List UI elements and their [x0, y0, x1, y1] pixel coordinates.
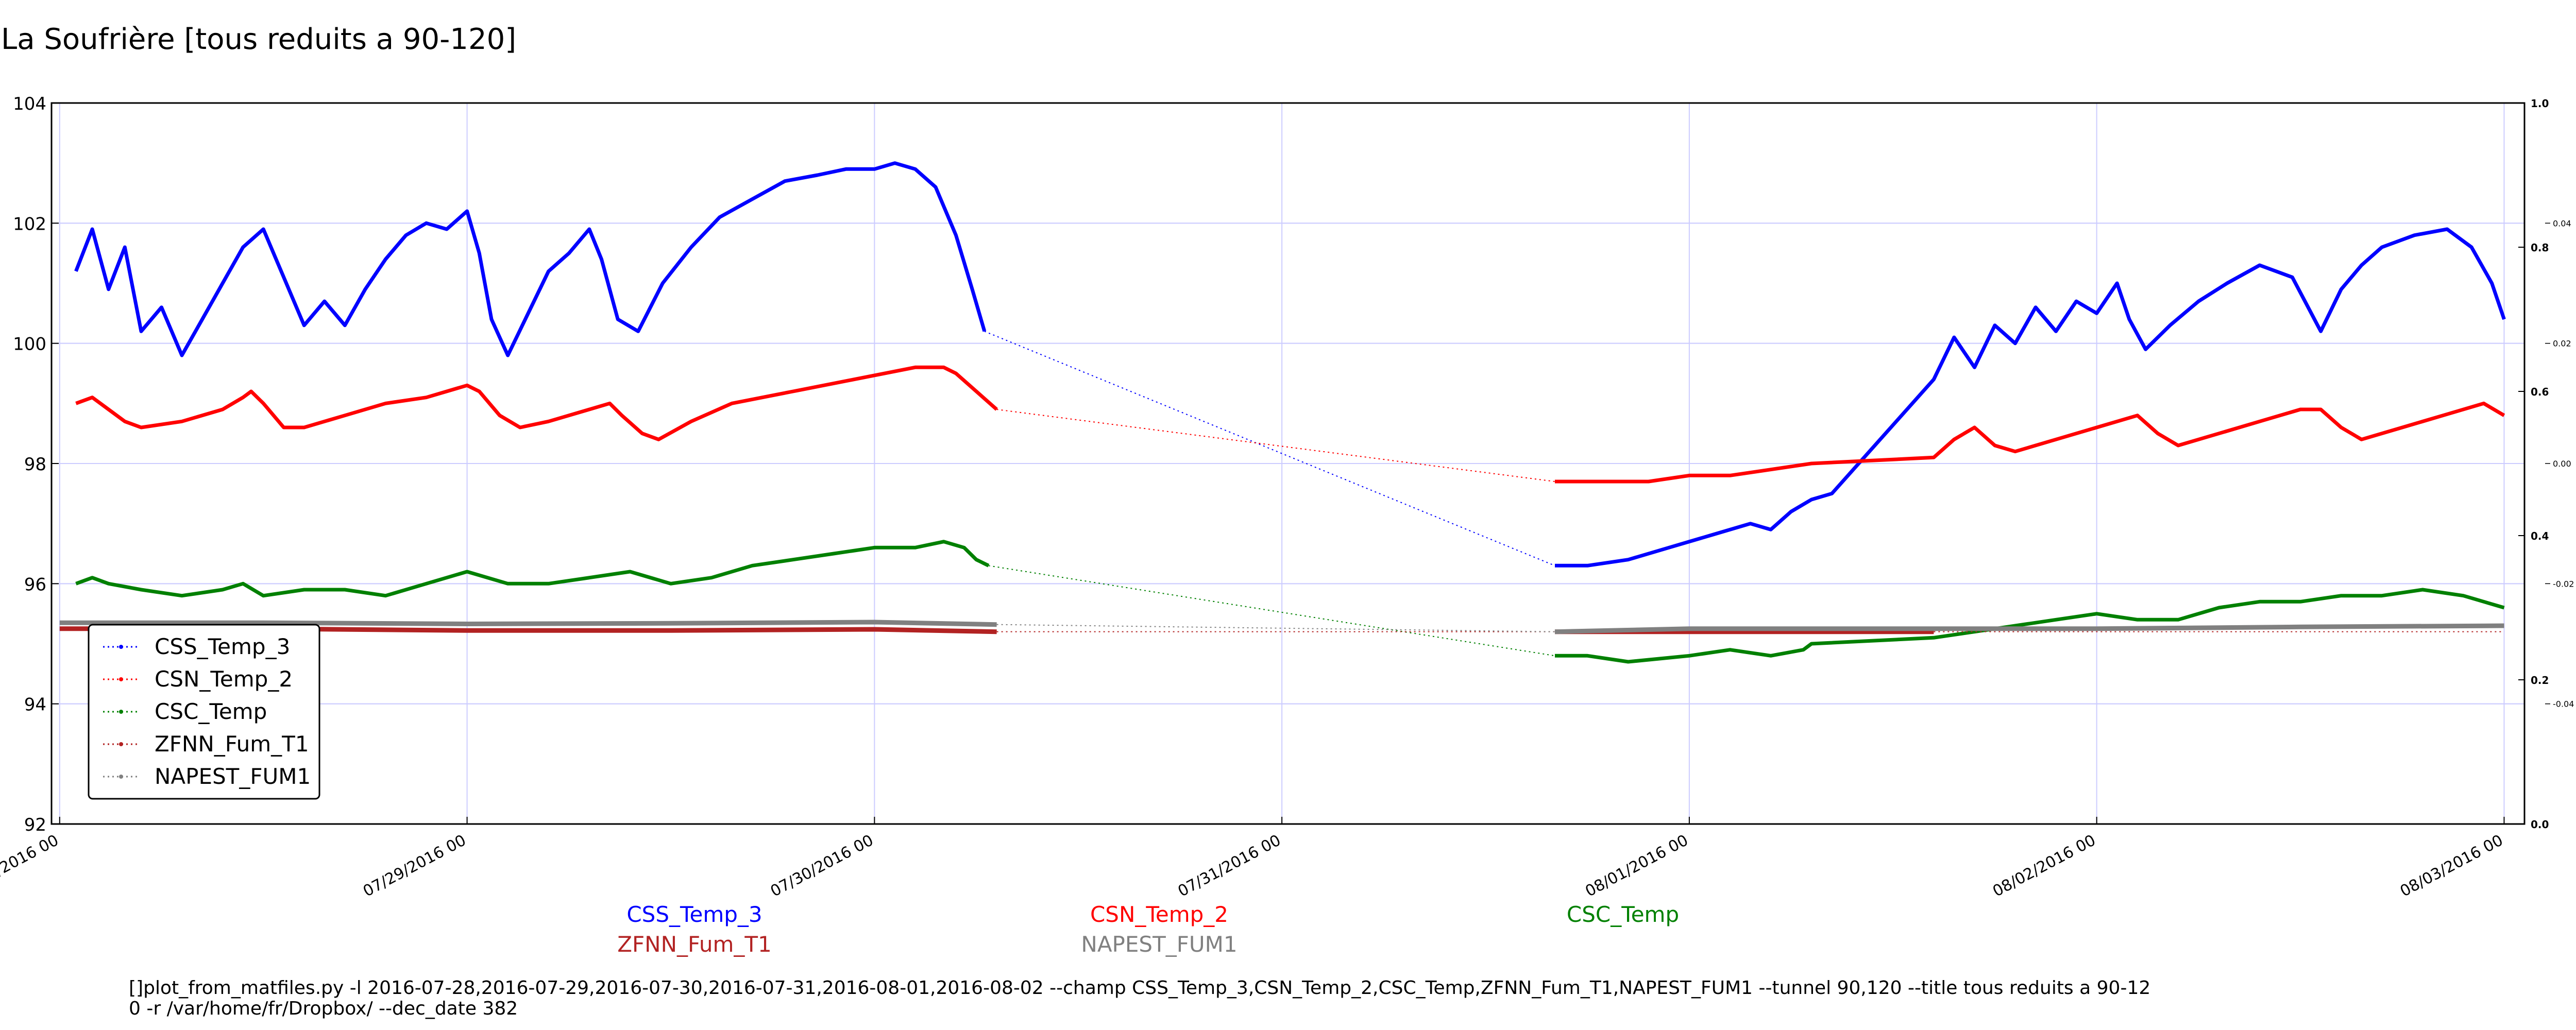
- y2-tick-label: 0.6: [2531, 386, 2549, 398]
- command-line-1: []plot_from_matfiles.py -l 2016-07-28,20…: [129, 977, 2150, 999]
- command-line-2: 0 -r /var/home/fr/Dropbox/ --dec_date 38…: [129, 998, 518, 1019]
- series-line-segment: [1555, 401, 2505, 484]
- x-tick-label: 08/03/2016 00: [2397, 831, 2506, 900]
- y2-tick-label: 0.4: [2531, 530, 2549, 542]
- series-line-segment: [1555, 588, 2505, 664]
- x-tick-label: 07/29/2016 00: [360, 831, 469, 900]
- y2-axis: 0.0 0.2 0.4 0.6 0.8 1.0 -0.04 -0.02 0.00 0.02 0.04: [2518, 97, 2574, 831]
- y3-tick-label: -0.02: [2553, 579, 2574, 589]
- y-tick-label: 98: [24, 454, 46, 475]
- y2-tick-label: 0.8: [2531, 242, 2549, 254]
- y3-tick-label: 0.04: [2553, 218, 2571, 228]
- series-gap-connector: [984, 331, 1555, 566]
- series-gap-connector: [996, 409, 1555, 482]
- x-tick-label: 07/30/2016 00: [768, 831, 876, 900]
- y2-tick-label: 1.0: [2531, 97, 2549, 110]
- series-line-segment: [1555, 227, 2506, 568]
- below-label-csn-temp-2: CSN_Temp_2: [1090, 902, 1228, 927]
- legend-box: [88, 624, 320, 800]
- legend-marker: [119, 710, 123, 714]
- y-tick-label: 100: [13, 334, 46, 355]
- y-tick-label: 92: [24, 815, 46, 835]
- series-line-segment: [75, 540, 990, 598]
- series-gap-connector: [988, 565, 1555, 657]
- legend: CSS_Temp_3 CSN_Temp_2 CSC_Temp ZFNN_Fum_T1 N…: [88, 624, 320, 800]
- chart-title: La Soufrière [tous reduits a 90-120]: [1, 23, 516, 56]
- legend-marker: [119, 677, 123, 681]
- legend-label: CSS_Temp_3: [155, 634, 290, 659]
- below-label-napest-fum1: NAPEST_FUM1: [1081, 932, 1237, 957]
- below-label-css-temp-3: CSS_Temp_3: [626, 902, 762, 927]
- below-labels: CSS_Temp_3 CSN_Temp_2 CSC_Temp ZFNN_Fum_…: [617, 902, 1679, 957]
- y-tick-label: 94: [24, 695, 46, 715]
- series-csc-temp: [75, 540, 2505, 664]
- y3-tick-label: -0.04: [2553, 699, 2574, 709]
- legend-marker: [119, 742, 123, 746]
- legend-marker: [119, 645, 123, 649]
- series-line-segment: [75, 365, 998, 441]
- below-label-csc-temp: CSC_Temp: [1567, 902, 1679, 927]
- legend-marker: [119, 775, 123, 779]
- x-tick-label: 07/28/2016 00: [0, 831, 62, 900]
- series-csn-temp-2: [75, 365, 2505, 484]
- y-tick-label: 104: [13, 94, 46, 114]
- y3-tick-label: 0.00: [2553, 459, 2571, 469]
- legend-label: NAPEST_FUM1: [155, 764, 311, 789]
- series-line-segment: [1554, 623, 2504, 634]
- legend-label: CSN_Temp_2: [155, 666, 293, 692]
- series-gap-connector: [996, 624, 1555, 632]
- y2-tick-label: 0.2: [2531, 674, 2549, 686]
- y-tick-label: 102: [13, 214, 46, 234]
- series-napest-fum1: [59, 620, 2504, 634]
- below-label-zfnn-fum-t1: ZFNN_Fum_T1: [617, 932, 772, 957]
- series-line-segment: [59, 620, 997, 627]
- y3-tick-label: 0.02: [2553, 339, 2571, 349]
- y2-tick-label: 0.0: [2531, 818, 2549, 831]
- y-axis: 92 94 96 98 100 102 104: [13, 94, 59, 835]
- legend-label: ZFNN_Fum_T1: [155, 731, 309, 757]
- grid: [52, 103, 2524, 824]
- y-tick-label: 96: [24, 574, 46, 595]
- x-tick-label: 08/01/2016 00: [1582, 831, 1691, 900]
- x-tick-label: 07/31/2016 00: [1175, 831, 1284, 900]
- series-line-segment: [74, 161, 987, 357]
- series-css-temp-3: [74, 161, 2506, 568]
- x-axis: 07/28/2016 00 07/29/2016 00 07/30/2016 00 0…: [0, 817, 2506, 901]
- legend-label: CSC_Temp: [155, 699, 267, 724]
- x-tick-label: 08/02/2016 00: [1990, 831, 2098, 900]
